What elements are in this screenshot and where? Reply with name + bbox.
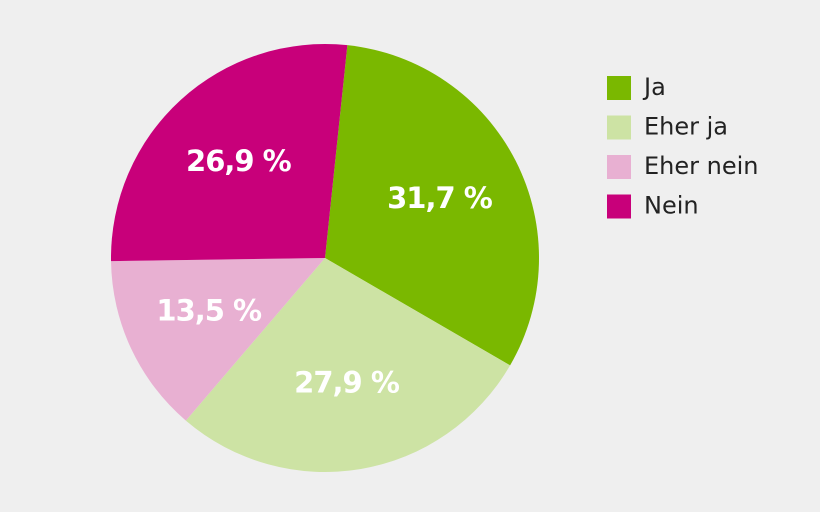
slice-label: 31,7 % [387,181,493,215]
slice-label: 13,5 % [156,294,262,328]
legend-swatch [607,76,631,100]
slice-label: 26,9 % [186,144,292,178]
legend-swatch [607,194,631,219]
pie-slice [325,45,539,366]
legend-swatch [607,115,631,140]
legend-label: Eher ja [644,113,728,141]
legend-label: Ja [642,73,666,101]
pie-slice [185,258,511,472]
legend-label: Eher nein [644,152,759,180]
legend-swatch [607,155,631,179]
pie-slice [111,43,348,262]
slice-label: 27,9 % [294,366,400,400]
legend-label: Nein [644,192,699,220]
pie-slice [111,258,325,421]
